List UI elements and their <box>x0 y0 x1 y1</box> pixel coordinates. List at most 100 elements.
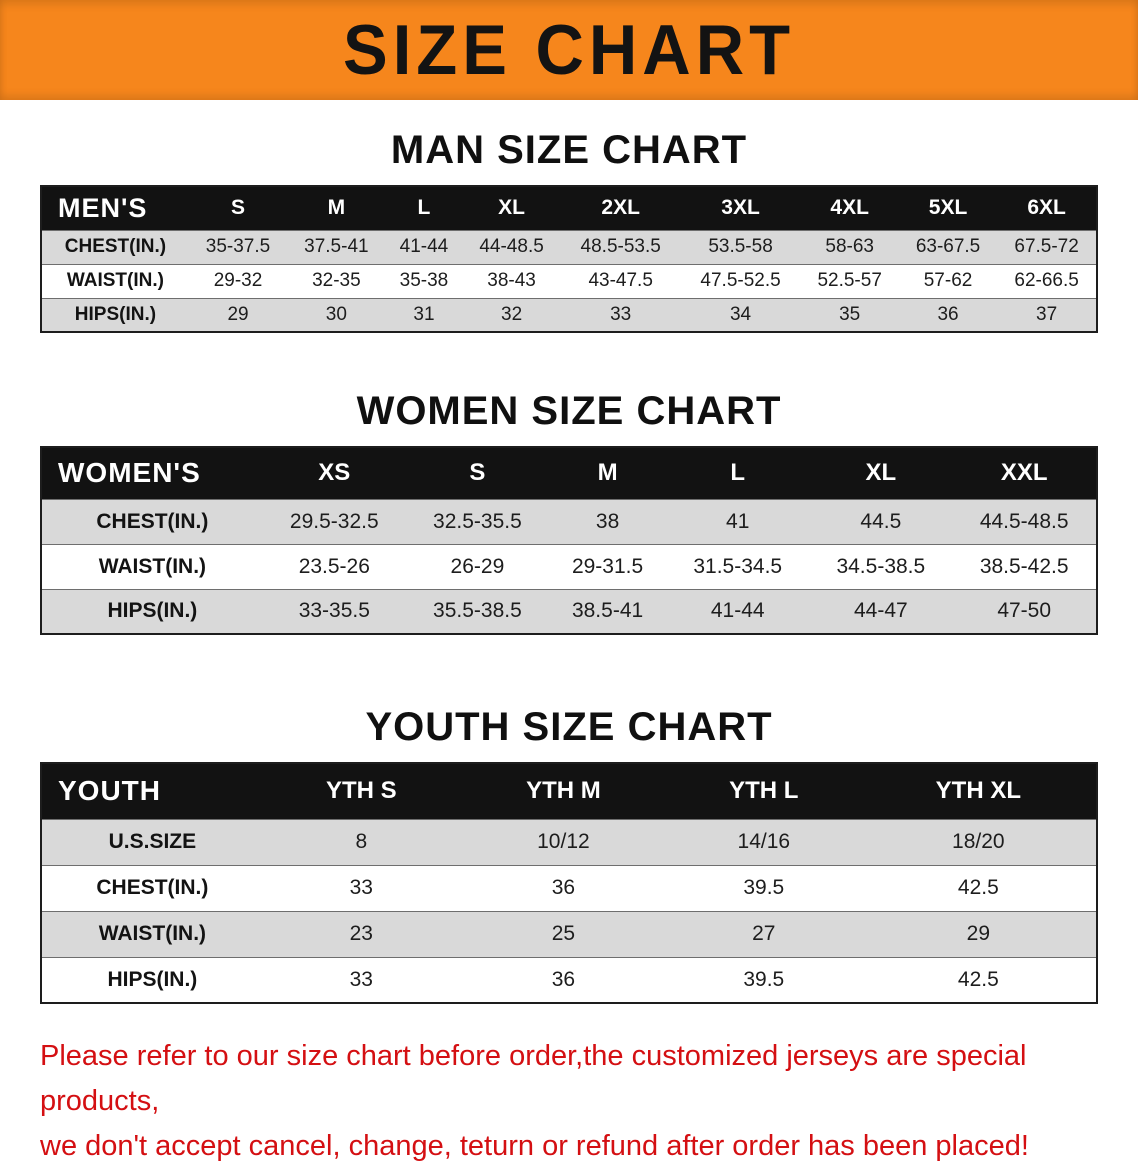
size-header-cell: YTH S <box>325 777 397 805</box>
table-header-row: MEN'S S M L XL 2XL 3XL 4XL 5XL 6XL <box>41 186 1097 230</box>
size-header-cell: XL <box>865 459 897 487</box>
value-cell: 30 <box>325 303 347 325</box>
youth-size-table: YOUTH YTH S YTH M YTH L YTH XL U.S.SIZE 8 10/12… <box>40 762 1098 1004</box>
value-cell: 41-44 <box>710 599 765 623</box>
value-cell: 63-67.5 <box>915 236 981 257</box>
value-cell: 33 <box>349 876 373 899</box>
size-header-cell: 4XL <box>830 196 869 220</box>
value-cell: 35 <box>839 303 861 325</box>
row-label-cell: U.S.SIZE <box>108 830 197 853</box>
row-label-cell: WAIST(IN.) <box>66 270 164 291</box>
value-cell: 39.5 <box>743 967 785 991</box>
size-header-cell: XL <box>498 196 525 220</box>
value-cell: 39.5 <box>743 876 785 899</box>
row-label-cell: HIPS(IN.) <box>107 599 198 623</box>
value-cell: 53.5-58 <box>708 236 773 257</box>
value-cell: 31 <box>413 303 435 325</box>
value-cell: 26-29 <box>450 554 505 578</box>
row-label-cell: HIPS(IN.) <box>107 967 198 991</box>
value-cell: 27 <box>752 922 776 945</box>
size-header-cell: YTH M <box>526 777 601 805</box>
table-row: HIPS(IN.) 29 30 31 32 33 34 35 36 37 <box>41 298 1097 332</box>
women-section-heading: WOMEN SIZE CHART <box>356 389 782 433</box>
value-cell: 37.5-41 <box>304 236 369 257</box>
value-cell: 48.5-53.5 <box>580 236 661 257</box>
value-cell: 36 <box>551 967 576 991</box>
table-row: WAIST(IN.) 29-32 32-35 35-38 38-43 43-47.5 47.… <box>41 264 1097 298</box>
value-cell: 52.5-57 <box>817 270 882 291</box>
size-header-cell: M <box>327 196 346 220</box>
table-row: CHEST(IN.) 35-37.5 37.5-41 41-44 44-48.5 48.5… <box>41 230 1097 264</box>
value-cell: 38-43 <box>487 270 536 291</box>
value-cell: 37 <box>1036 303 1058 325</box>
row-label-cell: WAIST(IN.) <box>98 922 207 945</box>
value-cell: 47-50 <box>997 599 1052 623</box>
value-cell: 44.5 <box>860 509 902 533</box>
size-header-cell: YTH XL <box>935 777 1021 805</box>
table-row: WAIST(IN.) 23.5-26 26-29 29-31.5 31.5-34.5 34… <box>41 544 1097 589</box>
value-cell: 32-35 <box>312 270 361 291</box>
value-cell: 44-48.5 <box>479 236 544 257</box>
table-row: CHEST(IN.) 29.5-32.5 32.5-35.5 38 41 44.5 44.5… <box>41 499 1097 544</box>
row-label-cell: CHEST(IN.) <box>96 876 209 899</box>
value-cell: 33 <box>610 303 632 325</box>
row-label-cell: HIPS(IN.) <box>74 303 157 325</box>
man-section-heading: MAN SIZE CHART <box>390 128 748 172</box>
value-cell: 35-38 <box>399 270 449 291</box>
value-cell: 31.5-34.5 <box>693 554 783 578</box>
women-size-chart-section: WOMEN SIZE CHART WOMEN'S XS S M L XL XXL CHEST(… <box>0 333 1138 635</box>
size-header-cell: 2XL <box>601 196 640 220</box>
man-size-chart-section: MAN SIZE CHART MEN'S S M L XL 2XL 3XL 4XL 5XL 6XL… <box>0 100 1138 333</box>
value-cell: 29-31.5 <box>571 554 644 578</box>
value-cell: 29 <box>966 922 990 945</box>
size-header-cell: XXL <box>1000 459 1048 487</box>
value-cell: 57-62 <box>923 270 973 291</box>
value-cell: 32.5-35.5 <box>433 509 522 533</box>
value-cell: 23 <box>349 922 373 945</box>
size-header-cell: L <box>730 459 746 487</box>
value-cell: 43-47.5 <box>588 270 653 291</box>
value-cell: 33 <box>349 967 373 991</box>
value-cell: 23.5-26 <box>298 554 370 578</box>
value-cell: 47.5-52.5 <box>700 270 781 291</box>
table-header-row: WOMEN'S XS S M L XL XXL <box>41 447 1097 499</box>
value-cell: 44-47 <box>853 599 908 623</box>
value-cell: 44.5-48.5 <box>979 509 1069 533</box>
size-header-cell: 3XL <box>721 196 760 220</box>
value-cell: 18/20 <box>952 830 1005 853</box>
youth-section-heading: YOUTH SIZE CHART <box>365 705 773 749</box>
value-cell: 33-35.5 <box>298 599 370 623</box>
table-row: CHEST(IN.) 33 36 39.5 42.5 <box>41 865 1097 911</box>
footer-note-line-2: we don't accept cancel, change, teturn o… <box>40 1129 1029 1162</box>
value-cell: 34.5-38.5 <box>836 554 926 578</box>
value-cell: 29 <box>227 303 249 325</box>
size-header-cell: XS <box>318 459 351 487</box>
value-cell: 42.5 <box>957 876 999 899</box>
size-header-cell: M <box>597 459 618 487</box>
size-header-cell: S <box>231 196 246 220</box>
table-row: HIPS(IN.) 33-35.5 35.5-38.5 38.5-41 41-44 44-… <box>41 589 1097 634</box>
value-cell: 36 <box>937 303 959 325</box>
value-cell: 25 <box>551 922 576 945</box>
youth-size-chart-section: YOUTH SIZE CHART YOUTH YTH S YTH M YTH L YTH… <box>0 635 1138 1004</box>
value-cell: 32 <box>501 303 523 325</box>
value-cell: 38 <box>595 509 620 533</box>
size-header-cell: 6XL <box>1027 196 1066 220</box>
value-cell: 35.5-38.5 <box>433 599 522 623</box>
banner-title: SIZE CHART <box>343 10 795 90</box>
value-cell: 41-44 <box>399 236 449 257</box>
value-cell: 42.5 <box>957 967 999 991</box>
value-cell: 41 <box>726 509 750 533</box>
footer-note: Please refer to our size chart before or… <box>40 1034 1118 1169</box>
row-label-cell: CHEST(IN.) <box>96 509 209 533</box>
value-cell: 38.5-41 <box>571 599 644 623</box>
footer-note-line-1: Please refer to our size chart before or… <box>40 1040 1027 1117</box>
value-cell: 62-66.5 <box>1014 270 1079 291</box>
value-cell: 29.5-32.5 <box>289 509 379 533</box>
table-row: HIPS(IN.) 33 36 39.5 42.5 <box>41 957 1097 1003</box>
size-chart-banner: SIZE CHART <box>0 0 1138 100</box>
size-header-cell: 5XL <box>928 196 968 220</box>
men-size-table: MEN'S S M L XL 2XL 3XL 4XL 5XL 6XL CHEST(IN.) 35-37… <box>40 185 1098 333</box>
size-header-cell: YTH L <box>729 777 799 805</box>
value-cell: 67.5-72 <box>1014 236 1079 257</box>
